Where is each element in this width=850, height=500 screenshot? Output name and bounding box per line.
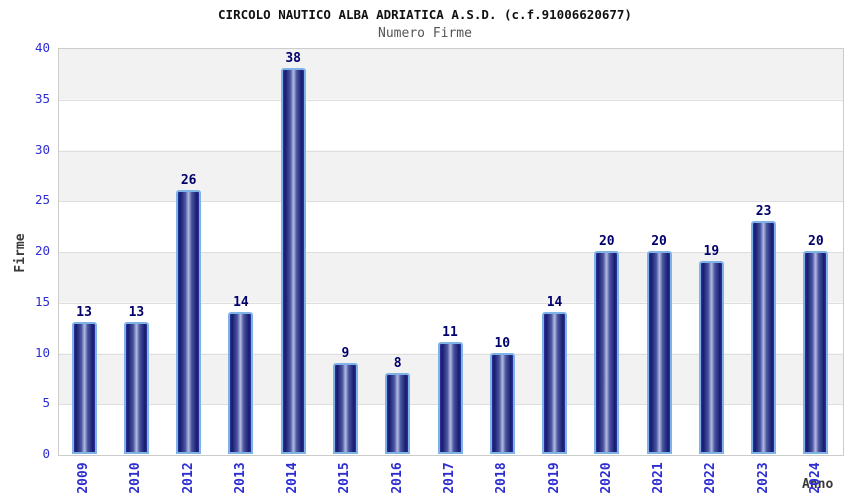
y-tick-label: 25: [34, 192, 50, 208]
y-tick-label: 5: [42, 395, 50, 411]
x-tick-label: 2019: [546, 462, 562, 494]
bar-value-label: 14: [546, 294, 563, 310]
bar-2012: [176, 190, 202, 454]
y-tick-label: 10: [34, 344, 50, 360]
x-tick-label: 2009: [76, 462, 92, 494]
x-tick-label: 2016: [389, 462, 405, 494]
y-tick-label: 15: [34, 293, 50, 309]
y-tick-label: 35: [34, 90, 50, 106]
bar-value-label: 20: [651, 234, 667, 249]
gridline: [59, 150, 843, 152]
x-tick-label: 2020: [598, 462, 614, 494]
bar-2016: [385, 372, 411, 454]
gridline: [59, 252, 843, 253]
x-tick-label: 2023: [755, 462, 771, 494]
bar-2018: [489, 352, 515, 454]
gridline: [59, 302, 843, 304]
bar-value-label: 11: [442, 325, 458, 341]
x-tick-label: 2017: [442, 462, 457, 494]
y-tick-label: 40: [34, 40, 50, 55]
bar-value-label: 26: [180, 173, 197, 189]
bar-value-label: 19: [703, 244, 720, 260]
y-tick-label: 30: [34, 141, 50, 157]
x-axis-title: Anno: [802, 477, 834, 492]
y-tick-label: 0: [42, 446, 50, 461]
y-tick-label: 20: [34, 243, 50, 258]
chart-subtitle: Numero Firme: [378, 26, 472, 41]
bar-2020: [594, 251, 620, 454]
bar-value-label: 8: [393, 355, 402, 371]
chart-title: CIRCOLO NAUTICO ALBA ADRIATICA A.S.D. (c…: [218, 7, 632, 22]
x-tick-label: 2024: [807, 462, 823, 494]
bar-2017: [437, 342, 463, 454]
x-tick-label: 2021: [651, 462, 667, 494]
x-tick-label: 2012: [180, 462, 196, 494]
bar-value-label: 9: [341, 345, 350, 361]
bar-2022: [698, 261, 724, 454]
x-tick-label: 2018: [494, 462, 510, 494]
bar-2015: [332, 362, 358, 454]
gridline: [59, 99, 843, 101]
bar-value-label: 10: [494, 335, 511, 351]
bar-2010: [123, 322, 149, 454]
bar-2019: [542, 311, 568, 454]
bar-2023: [751, 220, 777, 454]
x-tick-label: 2022: [703, 462, 719, 494]
gridline: [59, 201, 843, 203]
bar-2014: [280, 68, 306, 454]
bar-2021: [646, 251, 672, 454]
x-tick-label: 2014: [285, 462, 301, 494]
bar-value-label: 20: [598, 234, 615, 249]
bar-value-label: 13: [76, 305, 92, 321]
bar-value-label: 38: [285, 51, 302, 67]
bar-value-label: 23: [755, 203, 772, 219]
bar-value-label: 14: [233, 294, 249, 310]
x-tick-label: 2013: [232, 462, 248, 494]
bar-2013: [228, 311, 254, 454]
bar-value-label: 20: [808, 234, 824, 249]
x-tick-label: 2015: [337, 462, 353, 494]
bar-2009: [71, 322, 97, 454]
bar-2024: [803, 251, 829, 454]
x-tick-label: 2010: [128, 462, 144, 494]
bar-value-label: 13: [128, 305, 145, 321]
